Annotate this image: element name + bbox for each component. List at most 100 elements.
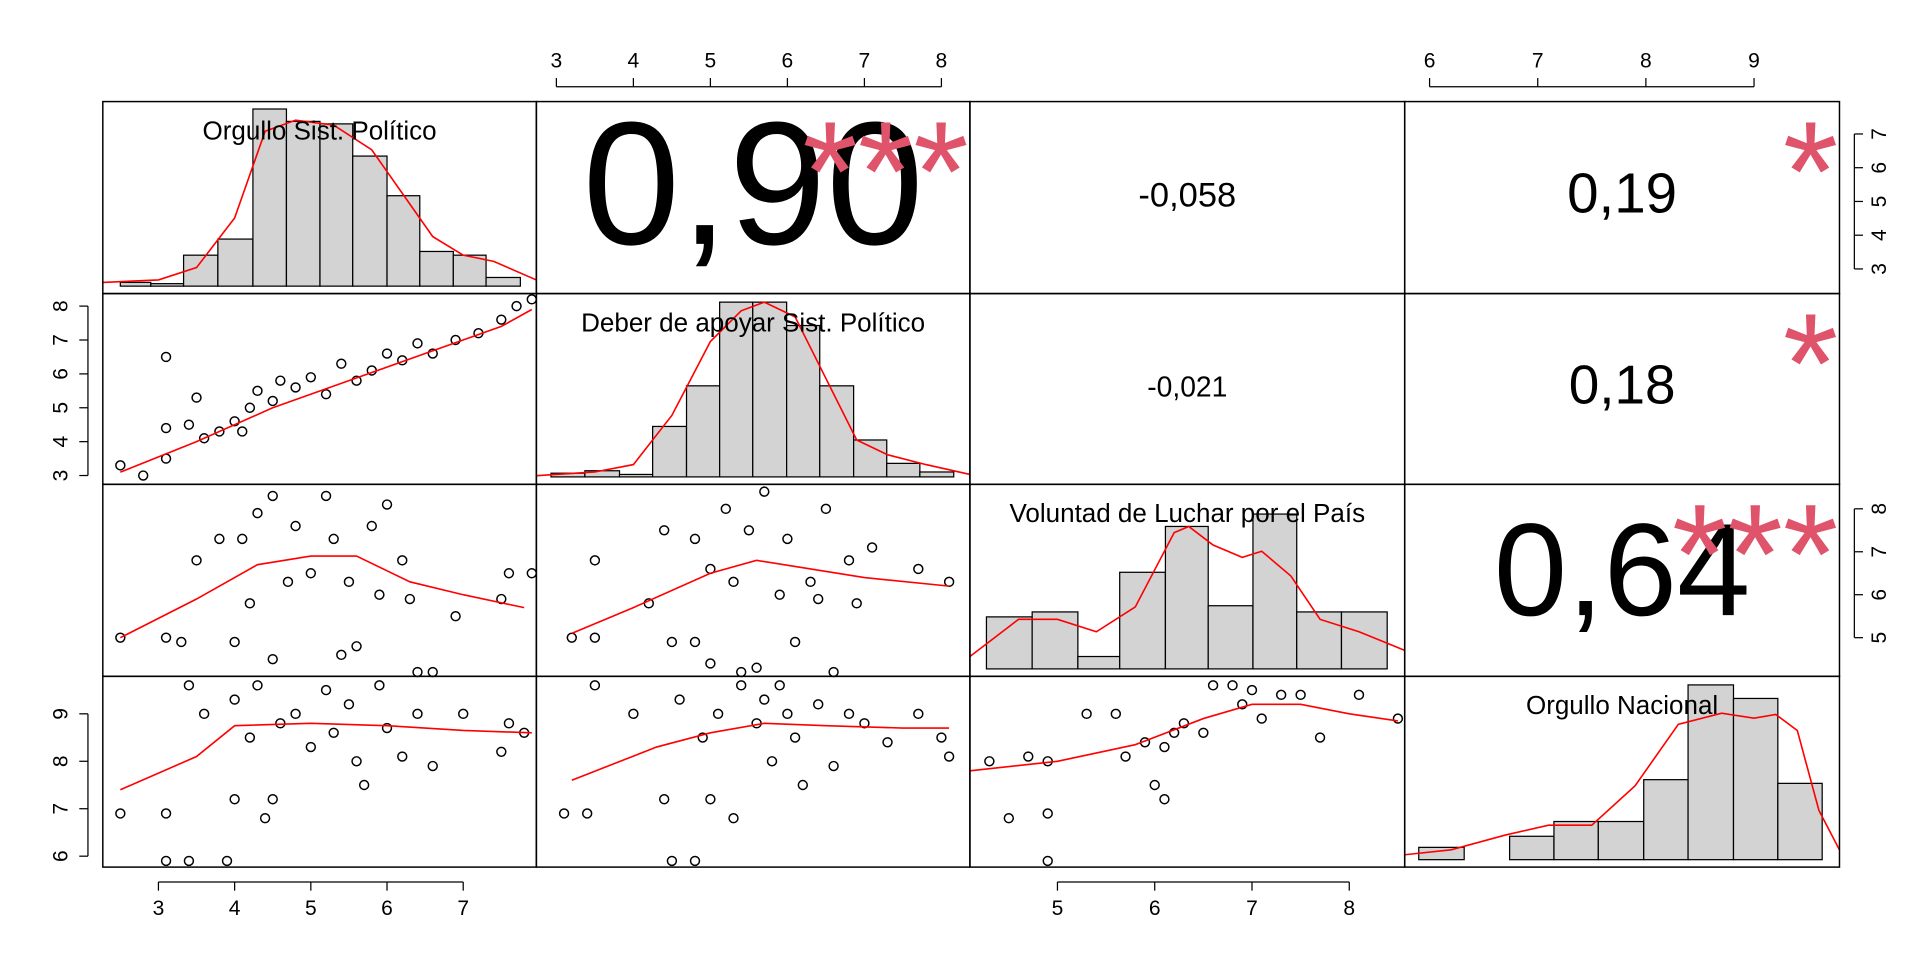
scatter-point — [381, 348, 393, 359]
x-tick-label: 6 — [1424, 49, 1436, 72]
scatter-point — [689, 533, 701, 545]
scatter-point — [743, 525, 755, 536]
histogram-bar — [1119, 571, 1167, 670]
scatter-point — [229, 416, 240, 427]
y-tick-label: 6 — [1868, 589, 1891, 601]
scatter-point — [290, 520, 301, 532]
scatter-point — [782, 533, 793, 545]
scatter-point — [183, 680, 195, 691]
scatter-point — [496, 746, 507, 757]
scatter-point — [275, 375, 286, 386]
scatter-point — [666, 855, 678, 867]
scatter-point — [267, 794, 278, 805]
scatter-point — [1168, 727, 1180, 739]
scatter-point — [503, 568, 515, 579]
scatter-point — [267, 395, 278, 407]
x-tick-label: 7 — [1246, 897, 1258, 920]
variable-name: Orgullo Sist. Político — [203, 115, 437, 145]
y-tick-label: 7 — [1868, 546, 1891, 558]
x-tick-label: 3 — [153, 897, 165, 920]
scatter-point — [628, 708, 639, 720]
x-tick-label: 6 — [1149, 897, 1161, 920]
scatter-point — [1042, 855, 1053, 867]
histogram-bar — [1508, 835, 1555, 861]
scatter-point — [820, 503, 832, 515]
scatter-point — [450, 610, 461, 622]
scatter-point — [1353, 689, 1365, 701]
scatter-point — [843, 555, 855, 566]
x-tick-label: 5 — [705, 49, 717, 72]
scatter-point — [351, 375, 362, 386]
scatter-point — [1149, 779, 1160, 791]
scatter-point — [252, 507, 263, 519]
x-tick-label: 7 — [1532, 49, 1544, 72]
histogram-bar — [252, 108, 288, 287]
y-tick-label: 3 — [1868, 263, 1891, 275]
scatter-point — [328, 727, 339, 739]
histogram-bar — [1031, 611, 1079, 670]
y-tick-label: 8 — [1868, 503, 1891, 515]
x-tick-label: 6 — [381, 897, 393, 920]
x-tick-label: 8 — [936, 49, 948, 72]
histogram-bar — [452, 254, 487, 287]
scatter-point — [828, 666, 839, 678]
scatter-point — [229, 694, 240, 705]
scatter-point — [751, 662, 762, 673]
histogram-bar — [652, 425, 688, 478]
scatter-point — [658, 794, 670, 805]
scatter-point — [774, 680, 785, 691]
variable-name: Voluntad de Luchar por el País — [1010, 498, 1366, 528]
scatter-point — [374, 589, 385, 600]
scatter-point — [882, 737, 893, 748]
scatter-point — [774, 589, 785, 600]
panel-border — [1403, 675, 1841, 868]
fit-line — [120, 308, 533, 473]
x-tick-label: 7 — [859, 49, 871, 72]
scatter-point — [503, 718, 515, 729]
y-tick-label: 9 — [49, 708, 72, 720]
scatter-point — [828, 760, 839, 772]
fit-line — [119, 555, 525, 639]
scatter-point — [789, 636, 801, 648]
scatter-point — [412, 708, 423, 720]
scatter-point — [913, 563, 924, 575]
scatter-point — [1198, 727, 1209, 739]
scatter-point — [511, 300, 522, 312]
scatter-point — [381, 499, 393, 510]
correlation-value: 0,18 — [1569, 353, 1676, 415]
scatter-point — [1237, 699, 1248, 710]
scatter-point — [252, 385, 263, 397]
scatter-point — [936, 732, 947, 743]
y-tick-label: 5 — [1868, 196, 1891, 208]
scatter-point — [1178, 718, 1190, 729]
scatter-point — [160, 632, 172, 643]
scatter-point — [859, 718, 870, 729]
scatter-point — [336, 358, 347, 369]
scatter-point — [221, 855, 233, 867]
panel-border — [535, 483, 971, 678]
scatter-point — [759, 486, 770, 497]
scatter-point — [374, 680, 385, 691]
scatter-point — [566, 632, 577, 643]
y-tick-label: 6 — [49, 368, 72, 380]
scatter-point — [229, 636, 240, 648]
panel-border — [102, 292, 538, 486]
scatter-point — [1314, 732, 1326, 743]
y-tick-label: 5 — [1868, 632, 1891, 644]
x-tick-label: 8 — [1640, 49, 1652, 72]
significance-stars: * — [1783, 284, 1838, 443]
scatter-point — [720, 503, 732, 515]
fit-line — [571, 559, 950, 635]
histogram-bar — [618, 473, 654, 478]
scatter-point — [137, 470, 149, 481]
fit-line — [120, 722, 532, 791]
scatter-point — [320, 490, 332, 502]
scatter-point — [427, 348, 438, 359]
histogram-bar — [985, 616, 1033, 670]
y-tick-label: 4 — [1868, 229, 1891, 241]
scatter-point — [728, 576, 739, 588]
scatter-point — [735, 680, 747, 691]
scatter-point — [115, 808, 126, 819]
histogram-bar — [419, 250, 454, 287]
